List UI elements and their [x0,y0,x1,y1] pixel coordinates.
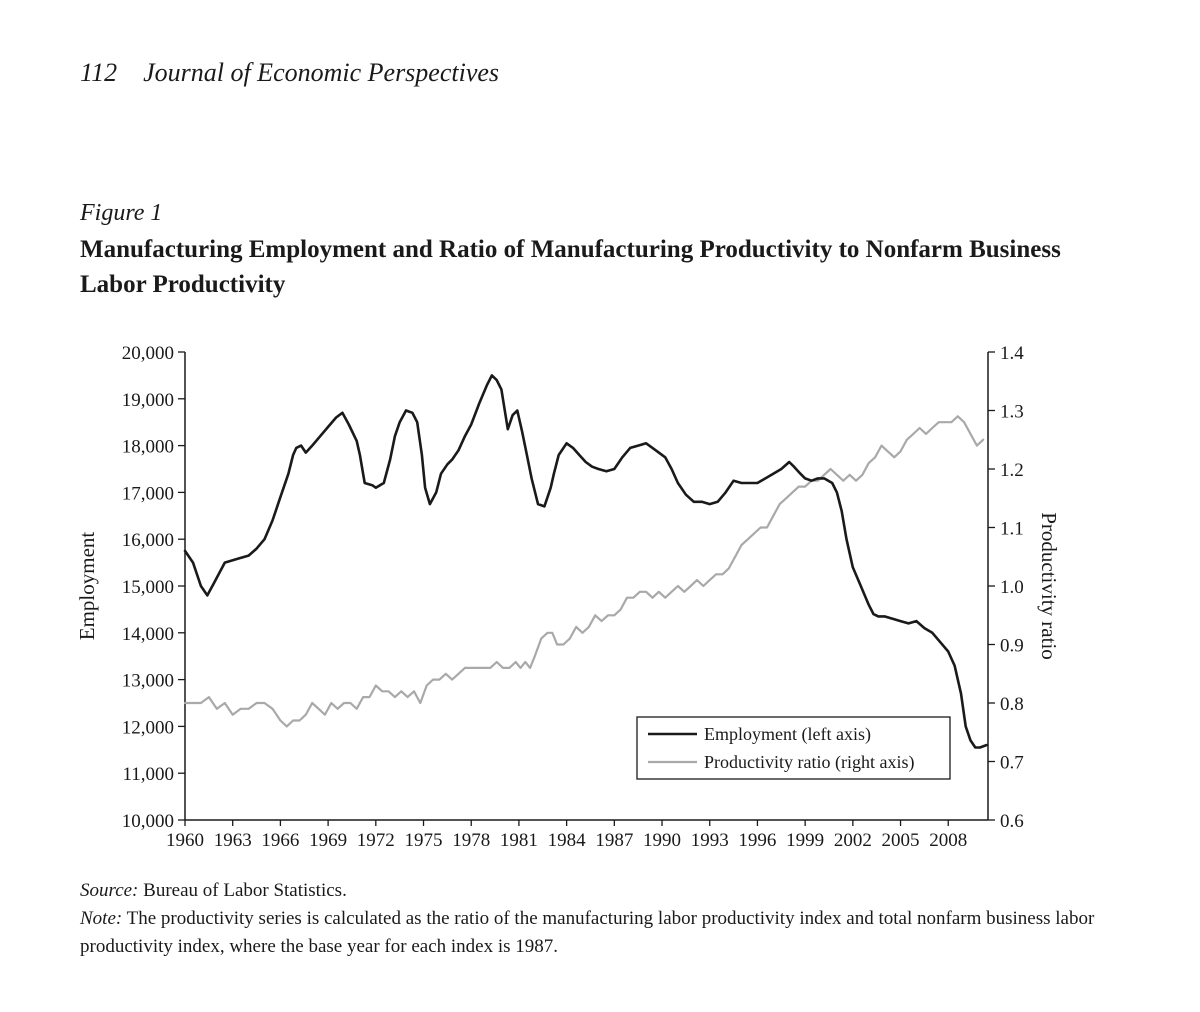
x-tick-label: 1963 [214,830,252,851]
employment-series-line [183,374,988,749]
page-number: 112 [80,58,118,87]
x-tick-label: 1981 [500,830,538,851]
x-tick-label: 1975 [405,830,443,851]
source-line: Source: Bureau of Labor Statistics. [80,877,1160,905]
y2-tick-label: 0.7 [1000,753,1024,774]
y2-tick-label: 1.3 [1000,402,1024,423]
legend-box [636,716,951,780]
y-tick-label: 13,000 [122,671,174,692]
source-text: Bureau of Labor Statistics. [143,880,347,901]
legend-label-productivity: Productivity ratio (right axis) [704,752,914,773]
y-tick-label: 16,000 [122,530,174,551]
x-tick-label: 2002 [834,830,872,851]
x-tick-label: 1972 [357,830,395,851]
productivity-series-line [183,415,985,728]
running-head: 112 Journal of Economic Perspectives [80,58,499,88]
x-tick-label: 1999 [786,830,824,851]
legend: Employment (left axis) Productivity ratio… [636,716,951,780]
figure-footer: Source: Bureau of Labor Statistics. Note… [80,877,1160,961]
y-tick-label: 11,000 [122,764,174,785]
x-tick-label: 1969 [309,830,347,851]
figure-label: Figure 1 [80,200,163,226]
journal-name: Journal of Economic Perspectives [143,58,500,87]
y2-tick-label: 0.6 [1000,811,1024,832]
y-tick-label: 14,000 [122,624,174,645]
x-tick-label: 2005 [882,830,920,851]
y-tick-label: 19,000 [122,390,174,411]
y-tick-label: 10,000 [122,811,174,832]
x-tick-label: 1990 [643,830,681,851]
y-tick-label: 17,000 [122,483,174,504]
x-tick-label: 1987 [595,830,633,851]
x-tick-label: 1960 [166,830,204,851]
y2-tick-label: 1.2 [1000,460,1024,481]
y2-tick-label: 1.4 [1000,343,1024,364]
note-text: The productivity series is calculated as… [80,908,1095,957]
note-lead: Note: [80,908,123,929]
y2-axis-label: Productivity ratio [1037,512,1061,660]
chart: 10,000 11,000 12,000 13,000 14,000 15,000 16,0… [75,343,1061,851]
y2-tick-label: 1.1 [1000,519,1024,540]
x-tick-label: 1993 [691,830,729,851]
y2-tick-label: 1.0 [1000,577,1024,598]
x-tick-label: 1966 [261,830,299,851]
y2-tick-label: 0.9 [1000,636,1024,657]
x-tick-label: 1978 [452,830,490,851]
x-tick-label: 2008 [929,830,967,851]
x-tick-label: 1984 [548,830,587,851]
y-tick-label: 20,000 [122,343,174,364]
y2-tick-label: 0.8 [1000,694,1024,715]
y-tick-label: 15,000 [122,577,174,598]
x-tick-label: 1996 [738,830,776,851]
note-line: Note: The productivity series is calcula… [80,905,1160,961]
source-lead: Source: [80,880,139,901]
y-tick-label: 12,000 [122,717,174,738]
figure-title: Manufacturing Employment and Ratio of Ma… [80,236,1061,298]
y-axis-label: Employment [75,532,99,641]
legend-label-employment: Employment (left axis) [704,724,871,745]
y-tick-label: 18,000 [122,437,174,458]
